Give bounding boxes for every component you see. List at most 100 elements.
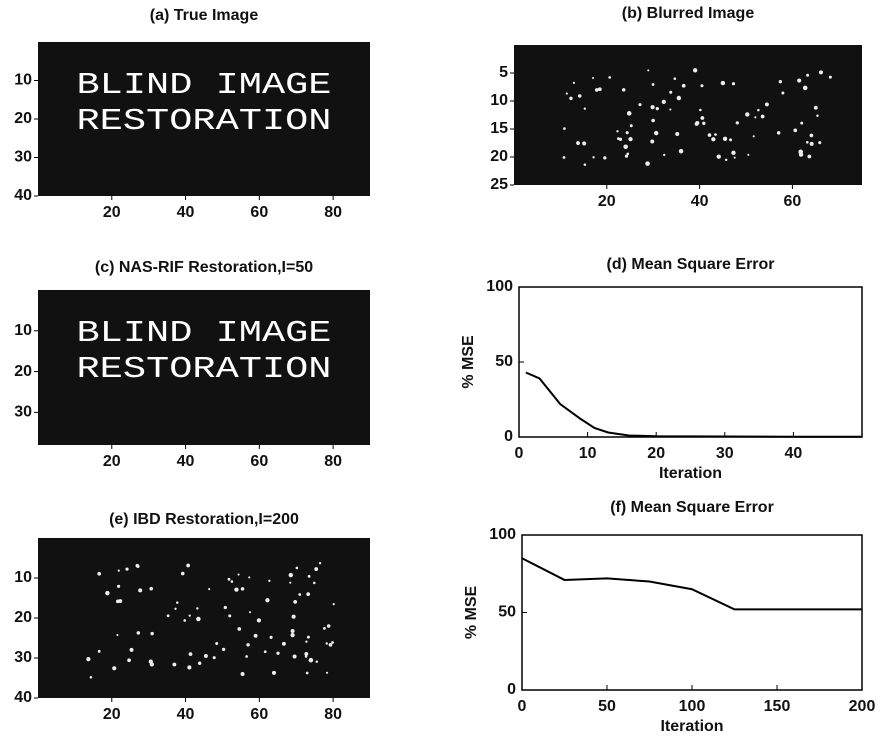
speck xyxy=(779,80,782,83)
speck xyxy=(189,652,193,656)
x-tick-label: 200 xyxy=(849,698,876,715)
speck xyxy=(213,656,216,659)
speck xyxy=(654,131,658,135)
speck xyxy=(663,154,665,156)
speck xyxy=(249,611,251,613)
speck xyxy=(138,588,142,592)
y-tick-label: 50 xyxy=(498,604,516,621)
speck xyxy=(231,580,234,583)
x-tick-label: 40 xyxy=(177,204,195,221)
speck xyxy=(304,652,308,656)
speck xyxy=(647,69,649,71)
speck xyxy=(708,133,712,137)
speck xyxy=(761,115,765,119)
speck xyxy=(608,76,611,79)
speck xyxy=(196,617,200,621)
speck xyxy=(592,77,594,79)
speck xyxy=(305,655,308,658)
y-tick-label: 0 xyxy=(507,681,516,698)
speck xyxy=(198,662,201,665)
image xyxy=(514,45,862,185)
speck xyxy=(745,112,749,116)
speck xyxy=(289,573,293,577)
speck xyxy=(137,631,141,635)
speck xyxy=(224,606,227,609)
speck xyxy=(777,131,780,134)
speck xyxy=(264,650,267,653)
plot-area xyxy=(519,287,862,437)
speck xyxy=(130,648,134,652)
speck xyxy=(150,662,154,666)
x-tick-label: 10 xyxy=(579,445,597,462)
speck xyxy=(674,77,677,80)
x-tick-label: 60 xyxy=(250,706,268,723)
overlay-text: RESTORATION xyxy=(77,104,332,139)
speck xyxy=(290,633,294,637)
speck xyxy=(326,672,328,674)
speck xyxy=(616,130,618,132)
speck xyxy=(563,156,566,159)
speck xyxy=(257,618,261,622)
speck xyxy=(298,593,301,596)
overlay-text: RESTORATION xyxy=(77,352,332,387)
speck xyxy=(573,82,575,84)
speck xyxy=(90,676,93,679)
x-tick-label: 60 xyxy=(784,193,802,210)
x-tick-label: 0 xyxy=(515,445,524,462)
y-tick-label: 20 xyxy=(14,609,32,626)
speck xyxy=(626,131,629,134)
panel-title: (f) Mean Square Error xyxy=(610,499,774,516)
speck xyxy=(181,572,185,576)
speck xyxy=(327,624,331,628)
speck xyxy=(241,587,245,591)
speck xyxy=(754,116,756,118)
figure: (a) True ImageBLIND IMAGERESTORATION2040… xyxy=(0,0,885,736)
overlay-text: BLIND IMAGE xyxy=(77,68,332,103)
y-tick-label: 15 xyxy=(490,120,508,137)
speck xyxy=(272,671,276,675)
speck xyxy=(241,672,245,676)
speck xyxy=(325,642,327,644)
x-tick-label: 20 xyxy=(103,706,121,723)
overlay-text: BLIND IMAGE xyxy=(77,316,332,351)
y-tick-label: 10 xyxy=(14,322,32,339)
x-tick-label: 100 xyxy=(679,698,706,715)
speck xyxy=(125,567,128,570)
plot-area xyxy=(522,535,862,690)
speck xyxy=(816,115,818,117)
x-tick-label: 60 xyxy=(250,453,268,470)
speck xyxy=(800,122,803,125)
speck xyxy=(721,81,725,85)
speck xyxy=(578,94,581,97)
speck xyxy=(204,654,208,658)
x-tick-label: 40 xyxy=(785,445,803,462)
speck xyxy=(268,580,270,582)
y-tick-label: 25 xyxy=(490,176,508,193)
speck xyxy=(296,567,299,570)
speck xyxy=(248,576,250,578)
speck xyxy=(651,105,655,109)
speck xyxy=(700,116,704,120)
y-tick-label: 100 xyxy=(486,278,513,295)
speck xyxy=(617,137,620,140)
speck xyxy=(136,564,140,568)
speck xyxy=(289,582,291,584)
speck xyxy=(781,92,784,95)
y-tick-label: 30 xyxy=(14,649,32,666)
x-axis-label: Iteration xyxy=(659,465,722,482)
speck xyxy=(700,84,703,87)
speck xyxy=(563,127,566,130)
speck xyxy=(584,107,586,109)
speck xyxy=(757,109,760,112)
x-tick-label: 80 xyxy=(324,453,342,470)
speck xyxy=(576,141,580,145)
speck xyxy=(187,665,191,669)
y-tick-label: 30 xyxy=(14,404,32,421)
speck xyxy=(569,97,572,100)
speck xyxy=(798,150,803,155)
speck xyxy=(693,68,697,72)
speck xyxy=(150,632,153,635)
speck xyxy=(293,600,297,604)
x-tick-label: 40 xyxy=(691,193,709,210)
